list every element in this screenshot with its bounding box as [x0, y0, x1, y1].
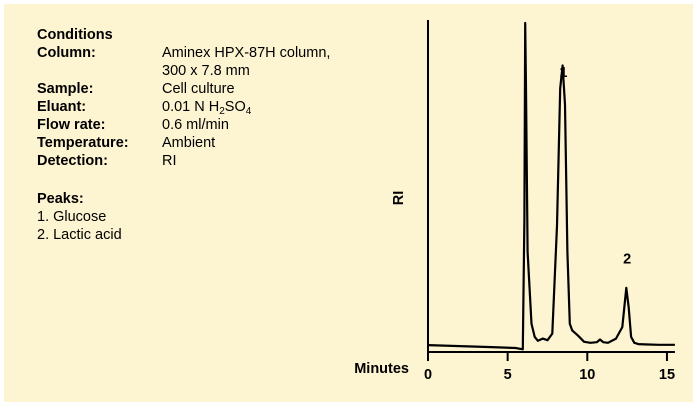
column-label: Column:	[37, 45, 96, 61]
chromatogram-panel: Conditions Column: Aminex HPX-87H column…	[4, 4, 693, 402]
sample-label: Sample:	[37, 81, 94, 97]
conditions-heading: Conditions	[37, 27, 113, 43]
x-axis-label: Minutes	[354, 361, 409, 377]
y-axis-label: RI	[391, 191, 407, 206]
detection-label: Detection:	[37, 153, 108, 169]
flow-rate-label: Flow rate:	[37, 117, 106, 133]
x-tick-label-5: 5	[504, 367, 512, 383]
column-value: Aminex HPX-87H column,	[162, 45, 331, 61]
temperature-label: Temperature:	[37, 135, 129, 151]
x-tick-label-15: 15	[659, 367, 675, 383]
flow-rate-value: 0.6 ml/min	[162, 117, 229, 133]
peak-label-2: 2	[623, 251, 631, 267]
x-tick-label-0: 0	[424, 367, 432, 383]
chromatogram-trace-0	[427, 21, 675, 351]
chromatogram-chart: 0 5 10 15 Minutes RI 1 2	[354, 20, 675, 383]
x-tick-label-10: 10	[579, 367, 595, 383]
eluant-label: Eluant:	[37, 99, 87, 115]
sample-value: Cell culture	[162, 81, 235, 97]
temperature-value: Ambient	[162, 135, 216, 151]
peaks-heading: Peaks:	[37, 191, 84, 207]
peak-label-1: 1	[559, 65, 567, 81]
detection-value: RI	[162, 153, 177, 169]
peak-item-lactic-acid: 2. Lactic acid	[37, 227, 122, 243]
eluant-value: 0.01 N H2SO4	[162, 99, 252, 117]
peak-item-glucose: 1. Glucose	[37, 209, 107, 225]
column-size-value: 300 x 7.8 mm	[162, 63, 250, 79]
